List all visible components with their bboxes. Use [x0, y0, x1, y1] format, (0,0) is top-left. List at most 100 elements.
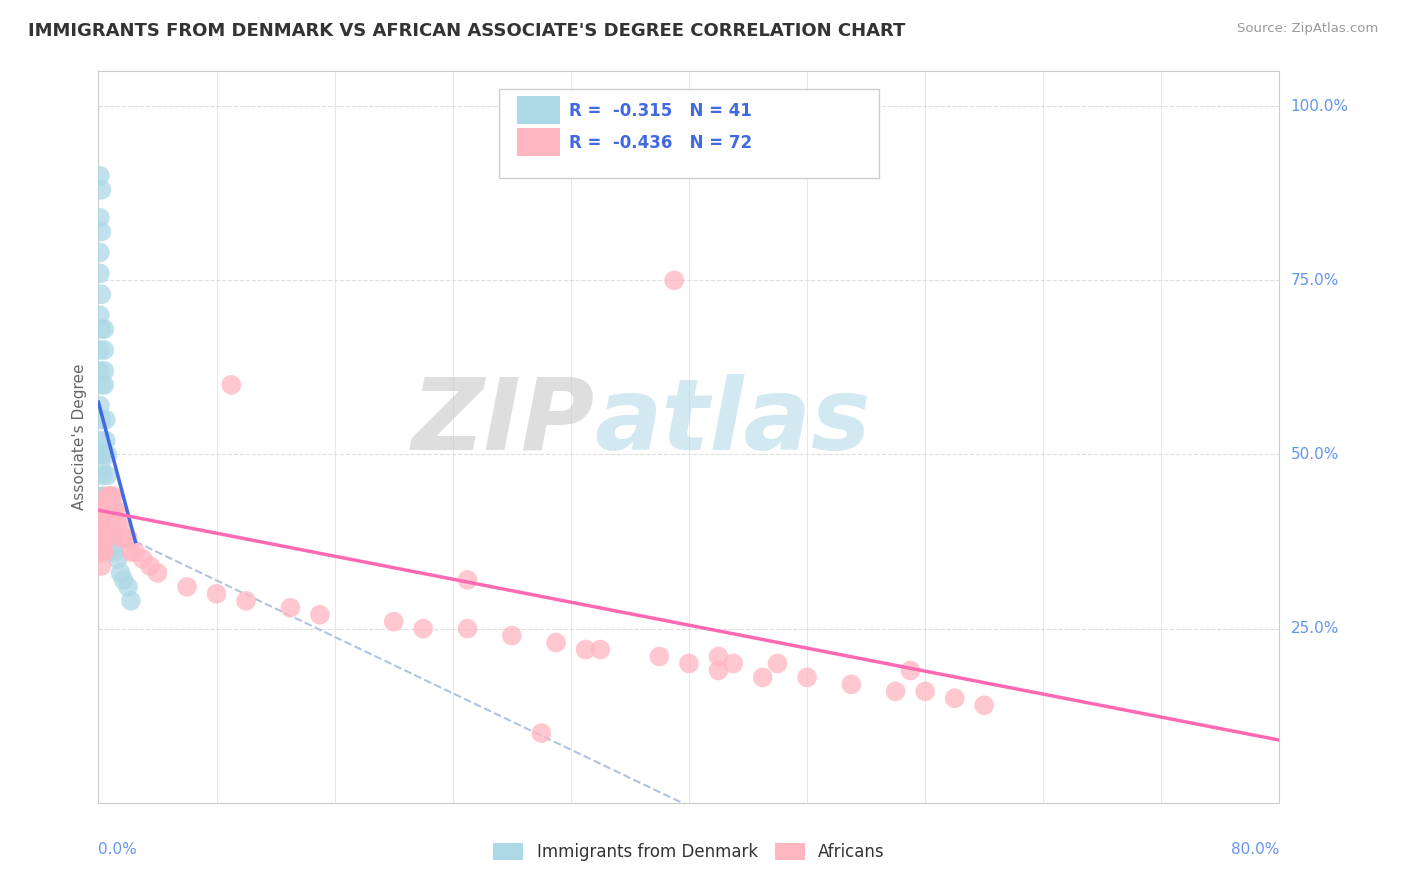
Point	[89, 503, 111, 517]
Point	[90, 558, 112, 573]
Point	[91, 517, 114, 532]
Point	[91, 496, 114, 510]
Legend: Immigrants from Denmark, Africans: Immigrants from Denmark, Africans	[486, 836, 891, 868]
Point	[91, 545, 114, 559]
Point	[103, 489, 125, 503]
Point	[752, 670, 775, 684]
Point	[89, 308, 111, 322]
Point	[146, 566, 169, 580]
Point	[124, 545, 146, 559]
Point	[132, 552, 155, 566]
Point	[117, 580, 139, 594]
Point	[98, 503, 121, 517]
Point	[97, 503, 120, 517]
Point	[90, 503, 112, 517]
Point	[457, 622, 479, 636]
Point	[89, 545, 111, 559]
Text: 75.0%: 75.0%	[1291, 273, 1339, 288]
Point	[235, 594, 257, 608]
Point	[100, 531, 122, 545]
Text: Source: ZipAtlas.com: Source: ZipAtlas.com	[1237, 22, 1378, 36]
Point	[766, 657, 789, 671]
Point	[678, 657, 700, 671]
Text: R =  -0.436   N = 72: R = -0.436 N = 72	[569, 135, 752, 153]
Point	[96, 517, 118, 532]
Point	[89, 245, 111, 260]
Point	[89, 517, 111, 532]
Point	[530, 726, 553, 740]
Point	[104, 503, 127, 517]
Text: 25.0%: 25.0%	[1291, 621, 1339, 636]
Point	[103, 538, 125, 552]
Point	[93, 322, 115, 336]
Point	[589, 642, 612, 657]
Point	[94, 531, 117, 545]
Point	[93, 517, 115, 532]
Point	[412, 622, 434, 636]
Point	[382, 615, 405, 629]
Point	[89, 266, 111, 280]
Point	[96, 489, 118, 503]
Point	[105, 503, 128, 517]
Point	[457, 573, 479, 587]
Point	[221, 377, 243, 392]
Point	[914, 684, 936, 698]
Point	[796, 670, 818, 684]
Point	[90, 377, 112, 392]
Point	[110, 566, 132, 580]
Point	[900, 664, 922, 678]
Point	[93, 503, 115, 517]
Point	[707, 664, 730, 678]
Point	[91, 489, 114, 503]
Point	[112, 573, 135, 587]
Point	[89, 364, 111, 378]
Point	[89, 211, 111, 225]
Point	[91, 489, 114, 503]
Point	[309, 607, 332, 622]
Point	[546, 635, 568, 649]
Point	[91, 448, 114, 462]
Point	[107, 552, 129, 566]
Point	[93, 545, 115, 559]
Point	[139, 558, 162, 573]
Point	[90, 287, 112, 301]
Text: atlas: atlas	[595, 374, 870, 471]
Point	[91, 468, 114, 483]
Point	[94, 412, 117, 426]
Point	[103, 503, 125, 517]
Point	[93, 343, 115, 357]
Point	[110, 517, 132, 532]
Point	[89, 169, 111, 183]
Point	[100, 489, 122, 503]
Point	[96, 448, 118, 462]
Text: 100.0%: 100.0%	[1291, 99, 1348, 113]
Point	[89, 531, 111, 545]
Point	[96, 468, 118, 483]
Point	[94, 503, 117, 517]
Point	[89, 399, 111, 413]
Point	[97, 489, 120, 503]
Point	[90, 531, 112, 545]
Point	[94, 517, 117, 532]
Point	[90, 183, 112, 197]
Point	[104, 545, 127, 559]
Point	[94, 434, 117, 448]
Text: IMMIGRANTS FROM DENMARK VS AFRICAN ASSOCIATE'S DEGREE CORRELATION CHART: IMMIGRANTS FROM DENMARK VS AFRICAN ASSOC…	[28, 22, 905, 40]
Point	[90, 448, 112, 462]
Point	[107, 517, 129, 532]
Point	[723, 657, 745, 671]
Point	[93, 531, 115, 545]
Point	[841, 677, 863, 691]
Text: 80.0%: 80.0%	[1232, 842, 1279, 856]
Text: 0.0%: 0.0%	[98, 842, 138, 856]
Text: ZIP: ZIP	[412, 374, 595, 471]
Point	[90, 517, 112, 532]
Text: 50.0%: 50.0%	[1291, 447, 1339, 462]
Point	[93, 377, 115, 392]
Text: R =  -0.315   N = 41: R = -0.315 N = 41	[569, 103, 752, 120]
Point	[97, 489, 120, 503]
Point	[575, 642, 598, 657]
Point	[96, 503, 118, 517]
Point	[90, 225, 112, 239]
Point	[97, 503, 120, 517]
